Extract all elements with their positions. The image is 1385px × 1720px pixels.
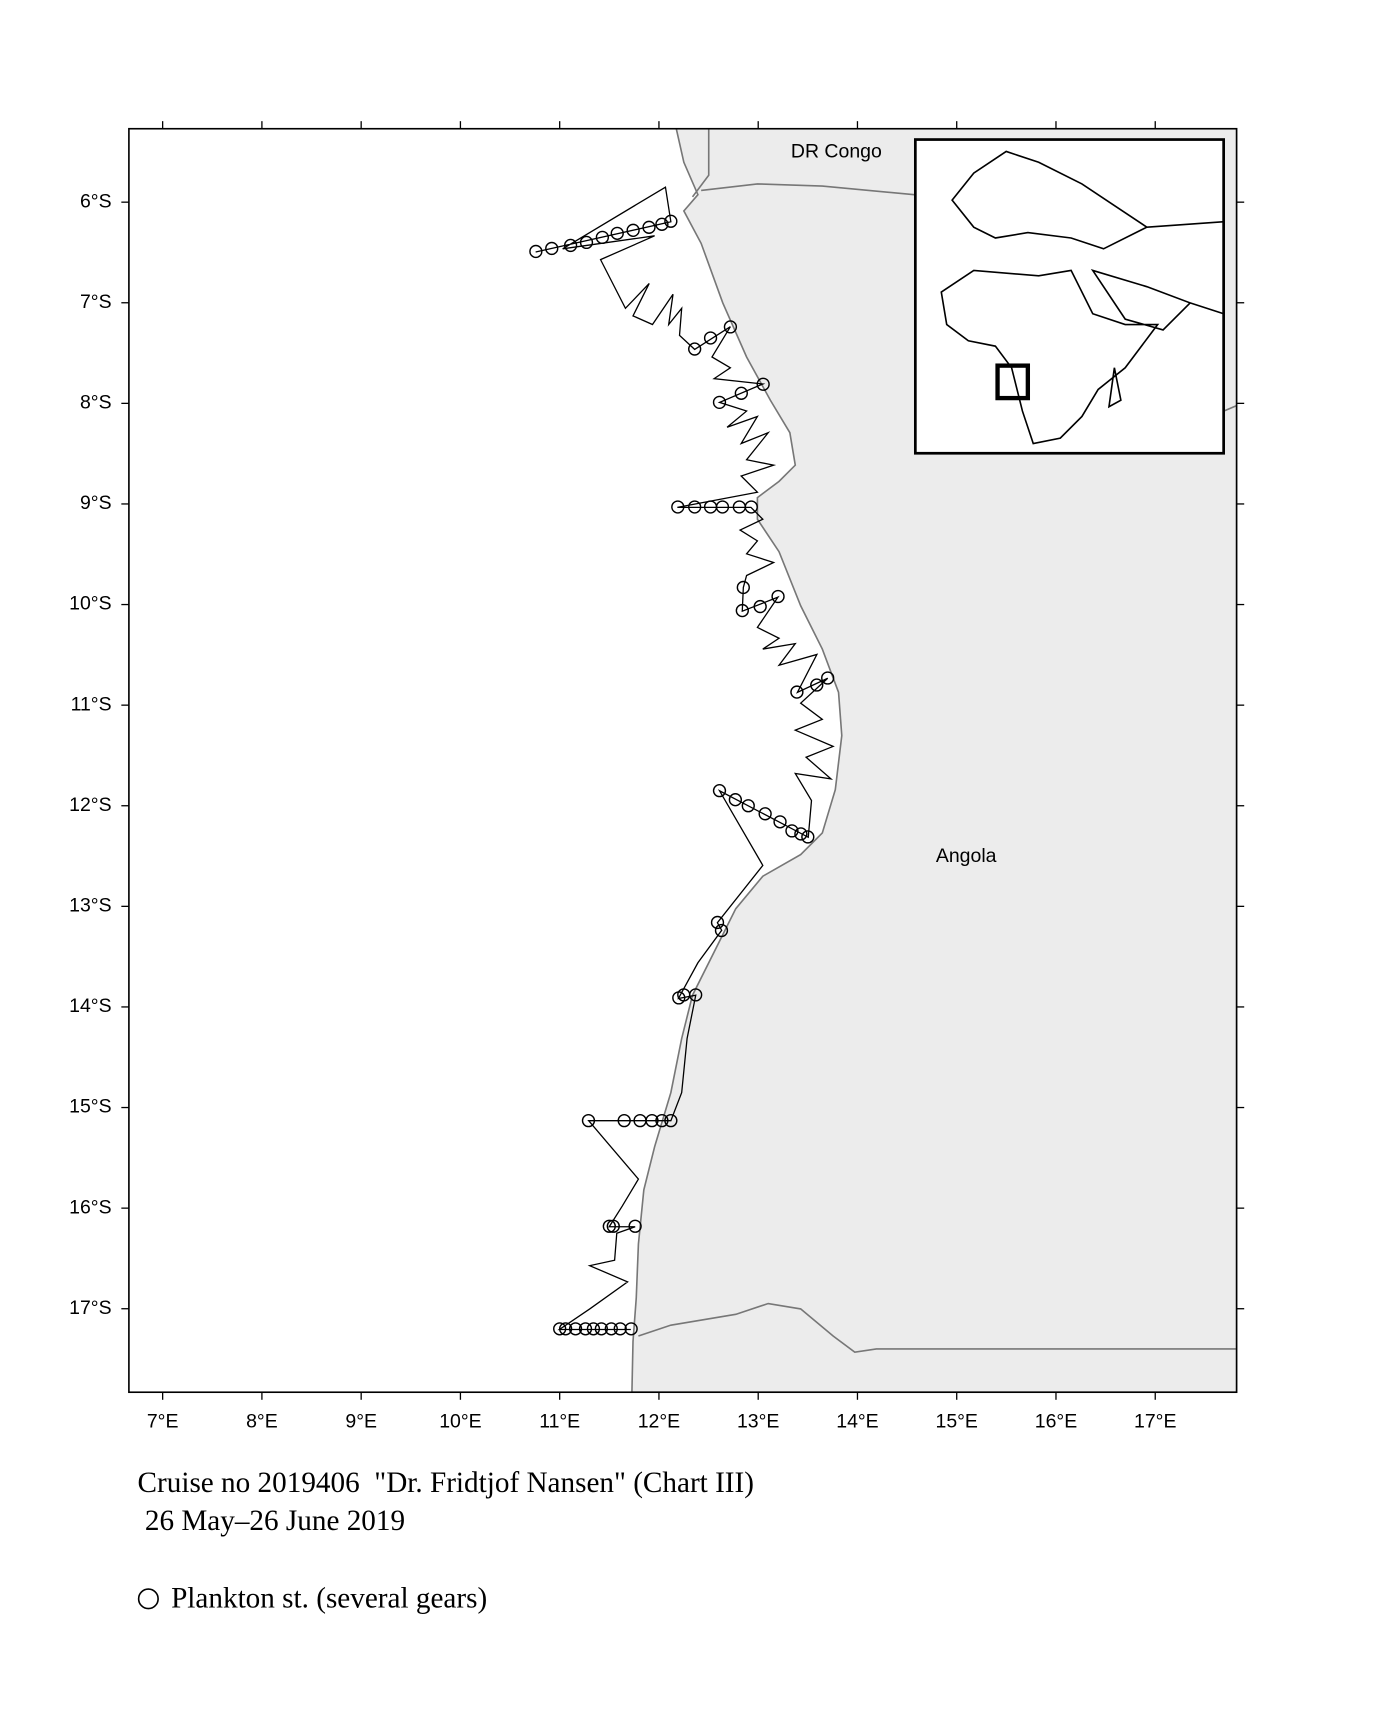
station bbox=[628, 1219, 642, 1233]
station bbox=[664, 1113, 678, 1128]
y-tick-label: 7°S bbox=[80, 291, 112, 313]
y-tick-label: 12°S bbox=[69, 794, 111, 816]
station bbox=[610, 226, 624, 241]
station bbox=[595, 230, 610, 245]
station bbox=[578, 1322, 593, 1336]
station bbox=[613, 1322, 627, 1336]
y-tick-label: 10°S bbox=[69, 593, 111, 615]
label-dr-congo: DR Congo bbox=[791, 141, 882, 163]
inset-map bbox=[913, 138, 1225, 455]
station bbox=[671, 500, 685, 514]
legend-marker bbox=[137, 1588, 159, 1610]
station bbox=[723, 320, 738, 334]
station bbox=[728, 793, 743, 807]
station bbox=[624, 1322, 638, 1336]
x-tick-label: 13°E bbox=[737, 1411, 779, 1433]
station bbox=[703, 331, 718, 345]
station bbox=[712, 395, 727, 410]
station bbox=[801, 830, 815, 844]
legend-label: Plankton st. (several gears) bbox=[171, 1583, 487, 1615]
station bbox=[744, 500, 758, 514]
station bbox=[790, 685, 804, 699]
label-angola: Angola bbox=[936, 845, 997, 867]
station bbox=[736, 580, 750, 595]
station bbox=[794, 827, 808, 841]
station bbox=[579, 235, 594, 250]
border bbox=[638, 128, 1237, 1354]
station bbox=[563, 238, 578, 253]
station bbox=[753, 599, 767, 614]
station bbox=[553, 1322, 567, 1336]
station bbox=[689, 988, 703, 1002]
y-tick-label: 8°S bbox=[80, 391, 112, 413]
station bbox=[810, 678, 824, 692]
station bbox=[529, 244, 543, 259]
station bbox=[821, 671, 835, 685]
x-tick-label: 12°E bbox=[638, 1411, 680, 1433]
x-tick-label: 8°E bbox=[246, 1411, 278, 1433]
x-tick-label: 15°E bbox=[935, 1411, 977, 1433]
station bbox=[734, 386, 748, 400]
station bbox=[655, 1113, 669, 1128]
x-tick-label: 16°E bbox=[1035, 1411, 1077, 1433]
study-area-box bbox=[995, 363, 1031, 401]
x-tick-label: 10°E bbox=[439, 1411, 481, 1433]
caption-title: Cruise no 2019406 "Dr. Fridtjof Nansen" … bbox=[138, 1467, 754, 1499]
y-tick-label: 13°S bbox=[69, 894, 111, 916]
station bbox=[688, 342, 702, 356]
station bbox=[586, 1322, 601, 1336]
station bbox=[558, 1322, 573, 1336]
station bbox=[712, 784, 727, 798]
station bbox=[594, 1322, 609, 1336]
station bbox=[785, 824, 799, 838]
station bbox=[606, 1219, 620, 1233]
x-tick-label: 7°E bbox=[147, 1411, 179, 1433]
station bbox=[602, 1219, 616, 1233]
station bbox=[710, 915, 725, 930]
station bbox=[655, 217, 669, 231]
x-tick-label: 11°E bbox=[539, 1411, 580, 1433]
station bbox=[715, 500, 730, 514]
station bbox=[664, 214, 678, 228]
station bbox=[626, 223, 640, 237]
station bbox=[714, 923, 729, 938]
y-tick-label: 14°S bbox=[69, 995, 111, 1017]
station bbox=[773, 815, 787, 829]
x-tick-label: 9°E bbox=[345, 1411, 377, 1433]
y-tick-label: 9°S bbox=[80, 492, 112, 514]
station bbox=[688, 500, 702, 514]
station bbox=[604, 1322, 618, 1336]
inset-coastline bbox=[940, 150, 1224, 445]
station bbox=[545, 241, 559, 256]
station bbox=[771, 589, 785, 604]
station bbox=[758, 807, 772, 821]
station bbox=[642, 220, 656, 234]
station bbox=[568, 1322, 583, 1336]
x-tick-label: 14°E bbox=[836, 1411, 878, 1433]
inset-frame bbox=[913, 138, 1225, 455]
station bbox=[756, 377, 770, 391]
station bbox=[581, 1113, 596, 1128]
y-tick-label: 11°S bbox=[71, 693, 112, 715]
y-tick-label: 16°S bbox=[69, 1196, 111, 1218]
y-tick-label: 15°S bbox=[69, 1096, 111, 1118]
station bbox=[645, 1113, 659, 1128]
station bbox=[741, 799, 755, 813]
station bbox=[617, 1113, 631, 1128]
y-tick-label: 17°S bbox=[69, 1297, 111, 1319]
map-frame bbox=[128, 127, 1238, 1394]
cruise-track bbox=[535, 186, 835, 1331]
station bbox=[735, 603, 749, 618]
x-tick-label: 17°E bbox=[1134, 1411, 1176, 1433]
y-tick-label: 6°S bbox=[80, 190, 112, 212]
caption-date: 26 May–26 June 2019 bbox=[138, 1505, 406, 1537]
